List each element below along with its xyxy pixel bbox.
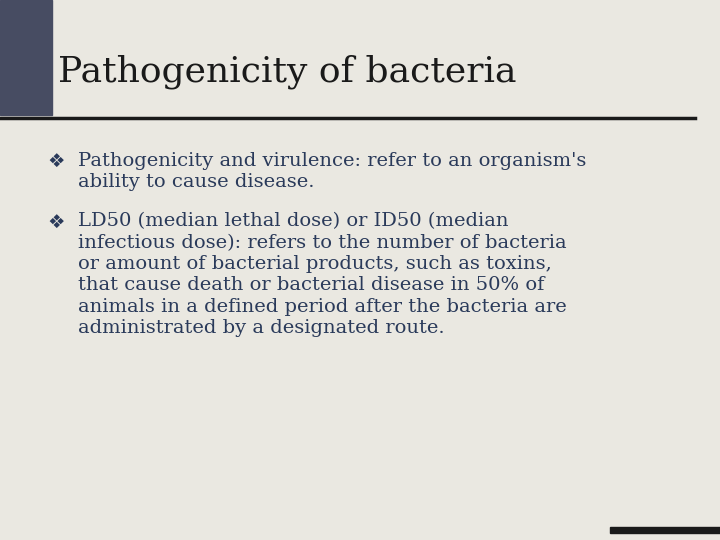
Bar [0, 0, 52, 115]
Text: Pathogenicity of bacteria: Pathogenicity of bacteria [58, 55, 516, 89]
Text: ability to cause disease.: ability to cause disease. [78, 173, 315, 191]
Text: that cause death or bacterial disease in 50% of: that cause death or bacterial disease in… [78, 276, 544, 294]
Bar [610, 527, 720, 533]
Text: ❖: ❖ [48, 213, 65, 232]
Text: administrated by a designated route.: administrated by a designated route. [78, 319, 445, 337]
Text: ❖: ❖ [48, 152, 65, 171]
Text: Pathogenicity and virulence: refer to an organism's: Pathogenicity and virulence: refer to an… [78, 152, 586, 170]
Text: animals in a defined period after the bacteria are: animals in a defined period after the ba… [78, 298, 567, 316]
Text: or amount of bacterial products, such as toxins,: or amount of bacterial products, such as… [78, 255, 552, 273]
Text: LD50 (median lethal dose) or ID50 (median: LD50 (median lethal dose) or ID50 (media… [78, 213, 508, 231]
Text: infectious dose): refers to the number of bacteria: infectious dose): refers to the number o… [78, 234, 567, 252]
